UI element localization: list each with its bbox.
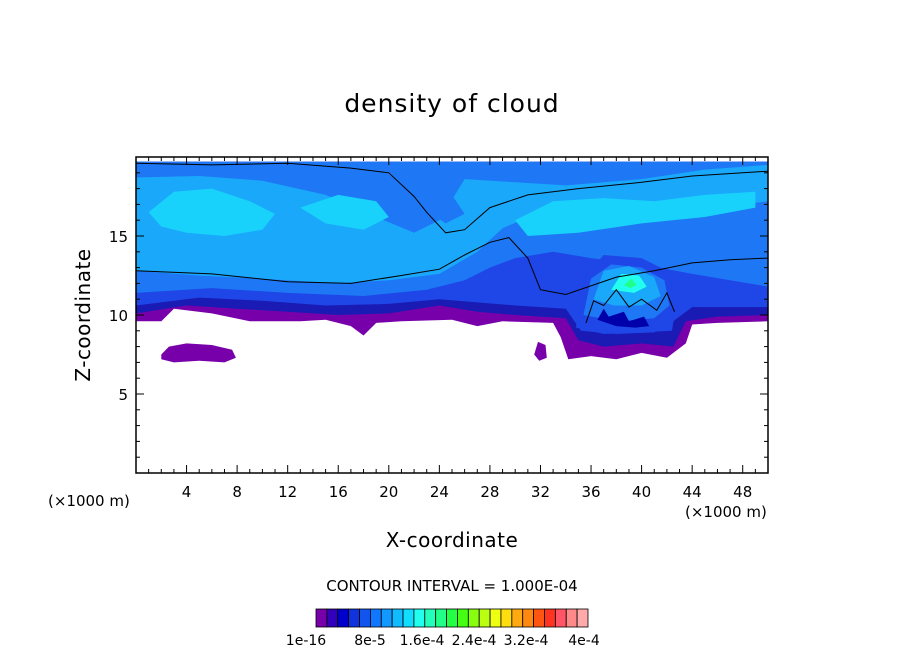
colorbar-swatch bbox=[544, 608, 556, 628]
contour-fill-cyan-blob-3 bbox=[515, 191, 756, 236]
x-tick-label: 40 bbox=[632, 483, 651, 501]
colorbar-swatch bbox=[554, 608, 567, 628]
colorbar-swatch bbox=[457, 608, 469, 628]
colorbar-swatch bbox=[391, 608, 404, 628]
contour-lines bbox=[136, 162, 768, 324]
colorbar-labels: 1e-16 8e-5 1.6e-4 2.4e-4 3.2e-4 4e-4 bbox=[286, 633, 600, 649]
chart-title: density of cloud bbox=[344, 89, 559, 118]
x-tick-label: 28 bbox=[480, 483, 499, 501]
x-axis-label: X-coordinate bbox=[386, 528, 519, 552]
contour-fill-low-patch-left bbox=[161, 343, 236, 363]
y-tick-label: 10 bbox=[109, 307, 128, 325]
x-tick-label: 12 bbox=[278, 483, 297, 501]
contour-fill-cyan-blob-2 bbox=[300, 194, 389, 230]
colorbar bbox=[315, 608, 589, 628]
colorbar-swatch bbox=[413, 608, 426, 628]
x-tick-label: 44 bbox=[683, 483, 702, 501]
colorbar-swatch bbox=[326, 608, 339, 628]
contour-fill-cyan-blob-1 bbox=[148, 188, 275, 236]
colorbar-label: 8e-5 bbox=[354, 633, 385, 649]
colorbar-swatch bbox=[511, 608, 524, 628]
colorbar-swatch bbox=[576, 608, 589, 628]
colorbar-swatch bbox=[424, 608, 437, 628]
colorbar-label: 1e-16 bbox=[286, 633, 326, 649]
y-axis-label: Z-coordinate bbox=[71, 248, 95, 381]
y-tick-label: 5 bbox=[118, 386, 128, 404]
contour-lower bbox=[136, 237, 768, 296]
colorbar-swatch bbox=[369, 608, 382, 628]
x-tick-label: 24 bbox=[430, 483, 449, 501]
colorbar-swatch bbox=[435, 608, 447, 628]
colorbar-swatch bbox=[337, 608, 350, 628]
colorbar-swatch bbox=[533, 608, 545, 628]
x-tick-label: 32 bbox=[531, 483, 550, 501]
colorbar-swatch bbox=[380, 608, 393, 628]
colorbar-swatch bbox=[565, 608, 578, 628]
colorbar-label: 2.4e-4 bbox=[452, 633, 497, 649]
x-unit-right: (×1000 m) bbox=[685, 503, 767, 521]
contour-field bbox=[136, 161, 768, 363]
x-tick-label: 20 bbox=[379, 483, 398, 501]
x-tick-label: 48 bbox=[733, 483, 752, 501]
x-tick-label: 8 bbox=[232, 483, 242, 501]
colorbar-swatch bbox=[489, 608, 502, 628]
colorbar-swatch bbox=[402, 608, 415, 628]
contour-upper bbox=[136, 162, 768, 234]
contour-fill-core-dark-flecks bbox=[597, 308, 650, 328]
colorbar-swatch bbox=[467, 608, 480, 628]
colorbar-swatch bbox=[359, 608, 371, 628]
contour-fill-upper-dark-strip bbox=[420, 161, 465, 224]
colorbar-swatch bbox=[500, 608, 513, 628]
colorbar-swatch bbox=[478, 608, 491, 628]
colorbar-swatch bbox=[446, 608, 458, 628]
colorbar-label: 4e-4 bbox=[568, 633, 600, 649]
colorbar-swatch bbox=[315, 608, 328, 628]
contour-interval: CONTOUR INTERVAL = 1.000E-04 bbox=[326, 577, 577, 595]
colorbar-label: 1.6e-4 bbox=[400, 633, 445, 649]
colorbar-label: 3.2e-4 bbox=[504, 633, 549, 649]
contour-fill-low-patch-mid bbox=[534, 341, 547, 361]
contour-fill-core-green bbox=[623, 278, 637, 289]
colorbar-swatch bbox=[522, 608, 534, 628]
contour-fill-light-blue bbox=[136, 164, 768, 284]
y-tick-label: 15 bbox=[109, 228, 128, 246]
x-tick-label: 16 bbox=[329, 483, 348, 501]
colorbar-swatch bbox=[348, 608, 360, 628]
x-tick-label: 4 bbox=[182, 483, 192, 501]
contour-core bbox=[585, 288, 675, 324]
x-tick-label: 36 bbox=[581, 483, 600, 501]
x-unit-left: (×1000 m) bbox=[48, 492, 130, 510]
